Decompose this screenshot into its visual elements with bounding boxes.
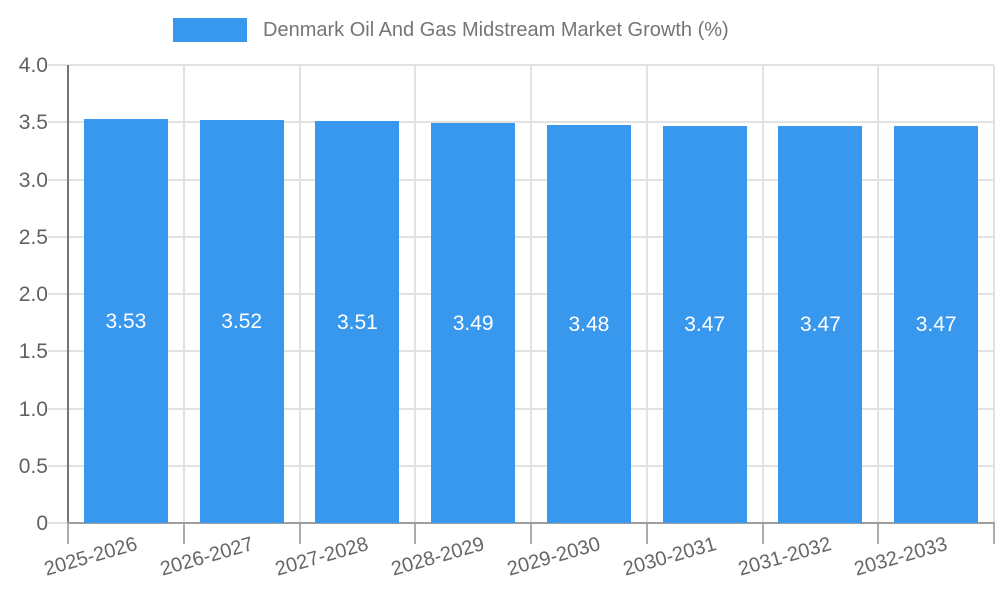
y-tick-label: 2.0 [18, 283, 48, 306]
x-tick-mark [67, 523, 69, 544]
y-tick-label: 2.5 [18, 225, 48, 249]
y-tick-label: 4.0 [18, 54, 48, 77]
bar-value-label: 3.52 [221, 310, 263, 334]
x-tick-mark [993, 523, 995, 544]
y-tick-mark [48, 178, 67, 181]
x-gridline [530, 65, 532, 523]
x-tick-mark [877, 523, 880, 544]
bar-value-label: 3.47 [684, 313, 726, 337]
bar-value-label: 3.51 [336, 311, 378, 335]
y-tick-label: 1.0 [18, 397, 48, 421]
x-gridline [993, 65, 995, 523]
x-tick-mark [761, 523, 764, 544]
bar[interactable] [83, 118, 168, 523]
y-tick-label: 0.5 [18, 454, 48, 478]
x-gridline [298, 65, 301, 523]
y-tick-mark [48, 64, 67, 66]
bar-value-label: 3.48 [568, 312, 610, 336]
bar[interactable] [431, 123, 516, 523]
x-gridline [877, 65, 880, 523]
y-tick-mark [48, 293, 67, 295]
x-gridline [645, 65, 648, 523]
x-axis-line [67, 522, 995, 524]
bar[interactable] [546, 124, 631, 523]
x-tick-mark [298, 523, 301, 544]
y-tick-label: 1.5 [18, 340, 48, 364]
x-gridline [414, 65, 417, 523]
plot-area: 3.53 3.52 3.51 3.49 3.48 3.47 3.47 3.47 [68, 64, 995, 523]
x-tick-mark [414, 523, 417, 544]
bar-value-label: 3.49 [452, 312, 494, 336]
x-gridline [182, 65, 185, 523]
bar-value-label: 3.47 [799, 313, 841, 337]
bar-value-label: 3.47 [915, 313, 957, 337]
x-tick-mark [530, 523, 532, 544]
y-tick-mark [48, 121, 67, 124]
y-tick-label: 0 [36, 512, 48, 535]
bar[interactable] [894, 125, 979, 523]
y-tick-mark [48, 350, 67, 353]
bar[interactable] [199, 119, 284, 523]
y-tick-mark [48, 522, 67, 524]
bar[interactable] [662, 125, 747, 523]
y-axis-line [67, 65, 69, 524]
chart-title: Denmark Oil And Gas Midstream Market Gro… [263, 18, 729, 41]
y-tick-mark [48, 407, 67, 410]
bar-value-label: 3.53 [105, 309, 147, 333]
y-tick-mark [48, 464, 67, 467]
x-tick-mark [182, 523, 185, 544]
x-tick-mark [645, 523, 648, 544]
y-tick-label: 3.0 [18, 168, 48, 192]
y-tick-label: 3.5 [18, 111, 48, 135]
bar[interactable] [778, 125, 863, 523]
legend-swatch [173, 18, 247, 42]
y-tick-mark [48, 235, 67, 238]
bar[interactable] [315, 121, 400, 523]
x-gridline [761, 65, 764, 523]
chart-legend: Denmark Oil And Gas Midstream Market Gro… [173, 18, 729, 42]
